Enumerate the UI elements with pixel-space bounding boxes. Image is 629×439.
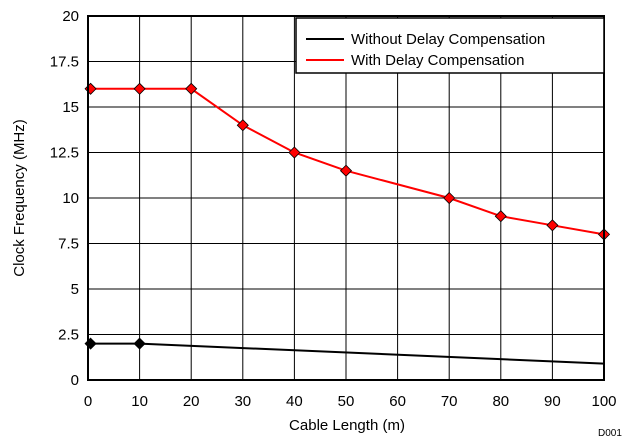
y-tick-label: 12.5	[50, 145, 79, 162]
data-point-marker	[133, 82, 146, 95]
legend-label-with-compensation: With Delay Compensation	[351, 52, 524, 69]
plot-frame	[87, 15, 605, 381]
x-tick-label: 60	[389, 393, 406, 410]
y-tick-label: 20	[62, 8, 79, 25]
x-tick-label: 50	[338, 393, 355, 410]
x-tick-label: 10	[131, 393, 148, 410]
legend: Without Delay Compensation With Delay Co…	[295, 17, 605, 74]
data-point-marker	[185, 82, 198, 95]
x-tick-label: 70	[441, 393, 458, 410]
tick-labels: 0 10 20 30 40 50 60 70 80 90 100 0 2.5 5 7.5 10 12.5 15 17…	[50, 8, 617, 410]
y-axis-label: Clock Frequency (MHz)	[11, 119, 28, 277]
y-tick-label: 2.5	[58, 327, 79, 344]
y-tick-label: 10	[62, 190, 79, 207]
series-line-1	[90, 87, 605, 236]
data-point-marker	[494, 210, 507, 223]
y-tick-label: 17.5	[50, 54, 79, 71]
y-tick-label: 5	[71, 281, 79, 298]
data-point-marker	[133, 337, 146, 350]
x-tick-label: 90	[544, 393, 561, 410]
y-tick-label: 15	[62, 99, 79, 116]
figure-id-annotation: D001	[598, 428, 622, 439]
y-tick-label: 7.5	[58, 236, 79, 253]
data-point-marker	[546, 219, 559, 232]
y-tick-label: 0	[71, 372, 79, 389]
data-point-marker	[339, 164, 353, 177]
legend-box	[295, 17, 605, 74]
x-tick-label: 100	[591, 393, 616, 410]
series-layer	[84, 82, 611, 365]
x-tick-label: 30	[234, 393, 251, 410]
legend-label-without-compensation: Without Delay Compensation	[351, 31, 545, 48]
x-tick-label: 40	[286, 393, 303, 410]
data-point-marker	[288, 146, 301, 159]
data-point-marker	[236, 119, 249, 132]
x-tick-label: 20	[183, 393, 200, 410]
x-axis-label: Cable Length (m)	[289, 417, 405, 434]
x-tick-label: 0	[84, 393, 92, 410]
data-point-marker	[443, 191, 456, 205]
x-tick-label: 80	[492, 393, 509, 410]
